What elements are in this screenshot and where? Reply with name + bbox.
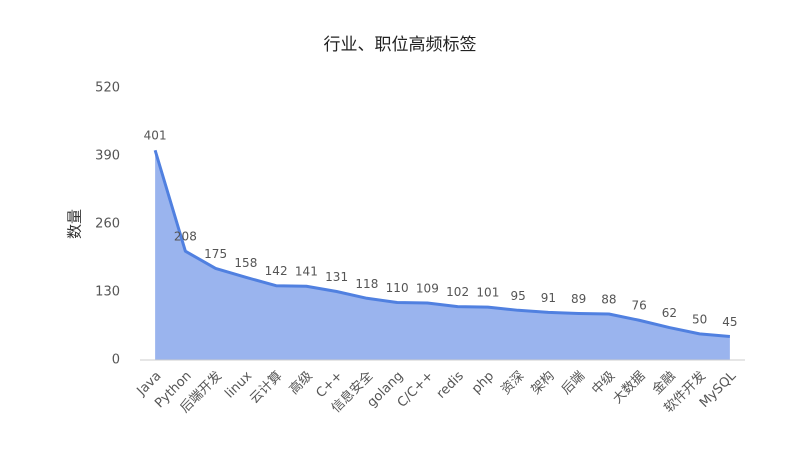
data-label: 102 (446, 285, 469, 299)
x-tick-label: 资深 (498, 369, 527, 398)
data-label: 141 (295, 265, 318, 279)
data-label: 50 (692, 312, 707, 326)
data-label: 95 (510, 289, 525, 303)
data-label: 101 (476, 286, 499, 300)
data-label: 89 (571, 292, 586, 306)
data-label: 208 (174, 230, 197, 244)
data-label: 142 (265, 264, 288, 278)
data-label: 91 (541, 291, 556, 305)
y-tick-label: 520 (95, 81, 120, 96)
line (153, 149, 731, 338)
x-tick-label: 后端 (559, 369, 588, 398)
x-tick-label: php (469, 369, 497, 397)
x-tick-label: redis (434, 369, 467, 402)
chart-title: 行业、职位高频标签 (324, 35, 477, 55)
data-label: 110 (386, 281, 409, 295)
data-label: 45 (722, 315, 737, 329)
y-axis-label: 数量 (66, 209, 84, 239)
data-label: 175 (204, 247, 227, 261)
y-tick-label: 130 (95, 285, 120, 300)
x-tick-label: 大数据 (610, 369, 648, 407)
x-tick-label: 云计算 (247, 369, 285, 407)
x-tick-label: 架构 (529, 369, 558, 398)
y-tick-label: 390 (95, 149, 120, 164)
data-label: 118 (355, 277, 378, 291)
data-label: 109 (416, 281, 439, 295)
data-label: 88 (601, 292, 616, 306)
data-label: 131 (325, 270, 348, 284)
data-label: 401 (144, 129, 167, 143)
data-label: 76 (631, 299, 646, 313)
y-tick-label: 0 (112, 353, 120, 368)
data-label: 62 (662, 306, 677, 320)
area (155, 150, 730, 360)
data-label: 158 (234, 256, 257, 270)
x-tick-label: 高级 (286, 368, 316, 398)
y-tick-label: 260 (95, 217, 120, 232)
